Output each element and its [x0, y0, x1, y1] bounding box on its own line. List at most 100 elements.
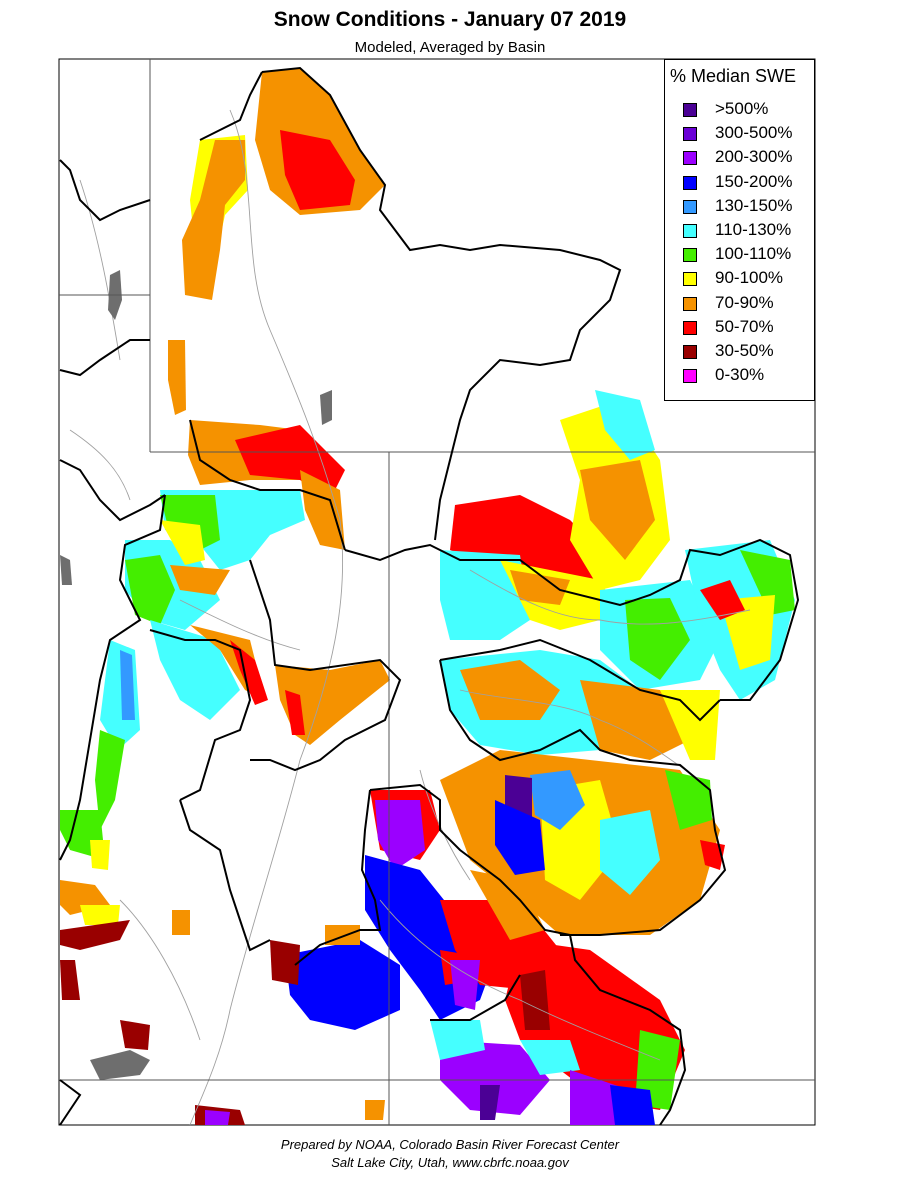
basin-boundary — [199, 71, 263, 141]
map-title: Snow Conditions - January 07 2019 — [273, 8, 627, 31]
basin-boundary — [430, 974, 521, 1021]
basin-boundary — [189, 419, 346, 551]
legend-label: 150-200% — [715, 171, 793, 191]
basin-boundary — [179, 799, 271, 952]
river — [189, 519, 344, 1126]
legend-label: 0-30% — [715, 365, 765, 385]
region-300-500 — [480, 1085, 500, 1120]
legend-label: 300-500% — [715, 123, 793, 143]
region-150-200 — [285, 940, 400, 1030]
legend-label: 70-90% — [715, 292, 774, 312]
region-50-70 — [700, 580, 745, 620]
legend-label: >500% — [715, 99, 769, 118]
region-110-130 — [430, 1020, 485, 1060]
rivers — [69, 109, 751, 1126]
region-150-200 — [610, 1085, 655, 1125]
basin-boundary — [59, 459, 166, 522]
legend-label: 110-130% — [715, 220, 792, 239]
region-200-300 — [205, 1110, 230, 1125]
region-70-90 — [168, 340, 186, 415]
map-subtitle: Modeled, Averaged by Basin — [354, 39, 546, 56]
legend-swatch — [683, 103, 697, 117]
river — [419, 769, 471, 881]
region-110-130 — [595, 390, 655, 460]
region-130-150 — [530, 770, 585, 830]
legend-label: 130-150% — [715, 195, 793, 215]
basin-boundary — [294, 789, 382, 966]
basin-boundary — [439, 659, 727, 936]
region-200-300 — [375, 800, 425, 870]
region-70-90 — [170, 565, 230, 595]
credit-line-2: Salt Lake City, Utah, www.cbrfc.noaa.gov — [331, 1155, 569, 1170]
credit-line-1: Prepared by NOAA, Colorado Basin River F… — [280, 1137, 620, 1152]
legend-label: 200-300% — [715, 147, 793, 167]
region-50-70 — [285, 690, 305, 735]
region-90-100 — [80, 905, 120, 925]
basin-boundary — [439, 638, 721, 722]
region-70-90 — [580, 460, 655, 560]
region-100-110 — [95, 730, 125, 830]
region-30-50 — [60, 960, 80, 1000]
region-200-300 — [450, 960, 480, 1010]
region-100-110 — [625, 598, 690, 680]
region-50-70 — [230, 640, 268, 705]
region-30-50 — [270, 940, 300, 985]
region-100-110 — [665, 770, 712, 830]
river — [229, 109, 341, 521]
region-150-200 — [495, 800, 545, 875]
river — [469, 569, 751, 625]
legend-swatch — [683, 127, 697, 142]
river — [119, 899, 201, 1041]
region-90-100 — [90, 840, 110, 870]
region-70-90 — [300, 470, 345, 550]
legend-swatch — [683, 248, 697, 263]
legend-swatch — [683, 320, 697, 335]
region-200-300 — [440, 1040, 550, 1115]
region-30-50 — [120, 1020, 150, 1050]
region-110-130 — [520, 1040, 580, 1075]
region-110-130 — [600, 810, 660, 895]
river — [79, 179, 121, 361]
basin-boundaries — [59, 66, 800, 1126]
region-50-70 — [280, 130, 355, 210]
region-70-90 — [172, 910, 190, 935]
legend-swatch — [683, 369, 697, 384]
basin-boundary — [344, 538, 800, 701]
lake — [320, 390, 332, 425]
region-70-90 — [275, 660, 390, 745]
basin-boundary — [59, 494, 166, 861]
legend-swatch — [683, 272, 697, 287]
lake — [90, 1050, 150, 1080]
river — [179, 599, 301, 651]
region-70-90 — [182, 140, 245, 300]
river — [459, 689, 701, 781]
state-boundaries — [59, 59, 815, 1125]
legend-title: % Median SWE — [670, 66, 797, 86]
legend: % Median SWE >500% 300-500% 200-300% 150-20… — [664, 59, 815, 401]
basin-boundary — [59, 1079, 82, 1126]
basin-boundary — [59, 339, 150, 377]
legend-label: 90-100% — [715, 268, 784, 288]
legend-swatch — [683, 345, 697, 359]
region-30-50 — [520, 970, 550, 1030]
region-70-90 — [460, 660, 560, 720]
river — [379, 899, 661, 1061]
region-130-150 — [120, 650, 135, 720]
region-100-110 — [740, 550, 795, 615]
legend-label: 100-110% — [715, 244, 792, 264]
legend-swatch — [683, 224, 697, 238]
region-70-90 — [365, 1100, 385, 1120]
basin-boundary — [59, 159, 151, 222]
region-100-110 — [125, 555, 175, 625]
region-70-90 — [580, 680, 690, 760]
legend-swatch — [683, 151, 697, 166]
legend-label: 30-50% — [715, 341, 774, 360]
region-70-90 — [510, 570, 570, 605]
legend-swatch — [683, 175, 697, 190]
basin-boundary — [249, 559, 402, 772]
region-30-50 — [60, 920, 130, 950]
basin-boundary — [261, 66, 622, 541]
region-70-90 — [470, 870, 545, 940]
basin-boundary — [149, 629, 252, 801]
legend-swatch — [683, 296, 697, 311]
